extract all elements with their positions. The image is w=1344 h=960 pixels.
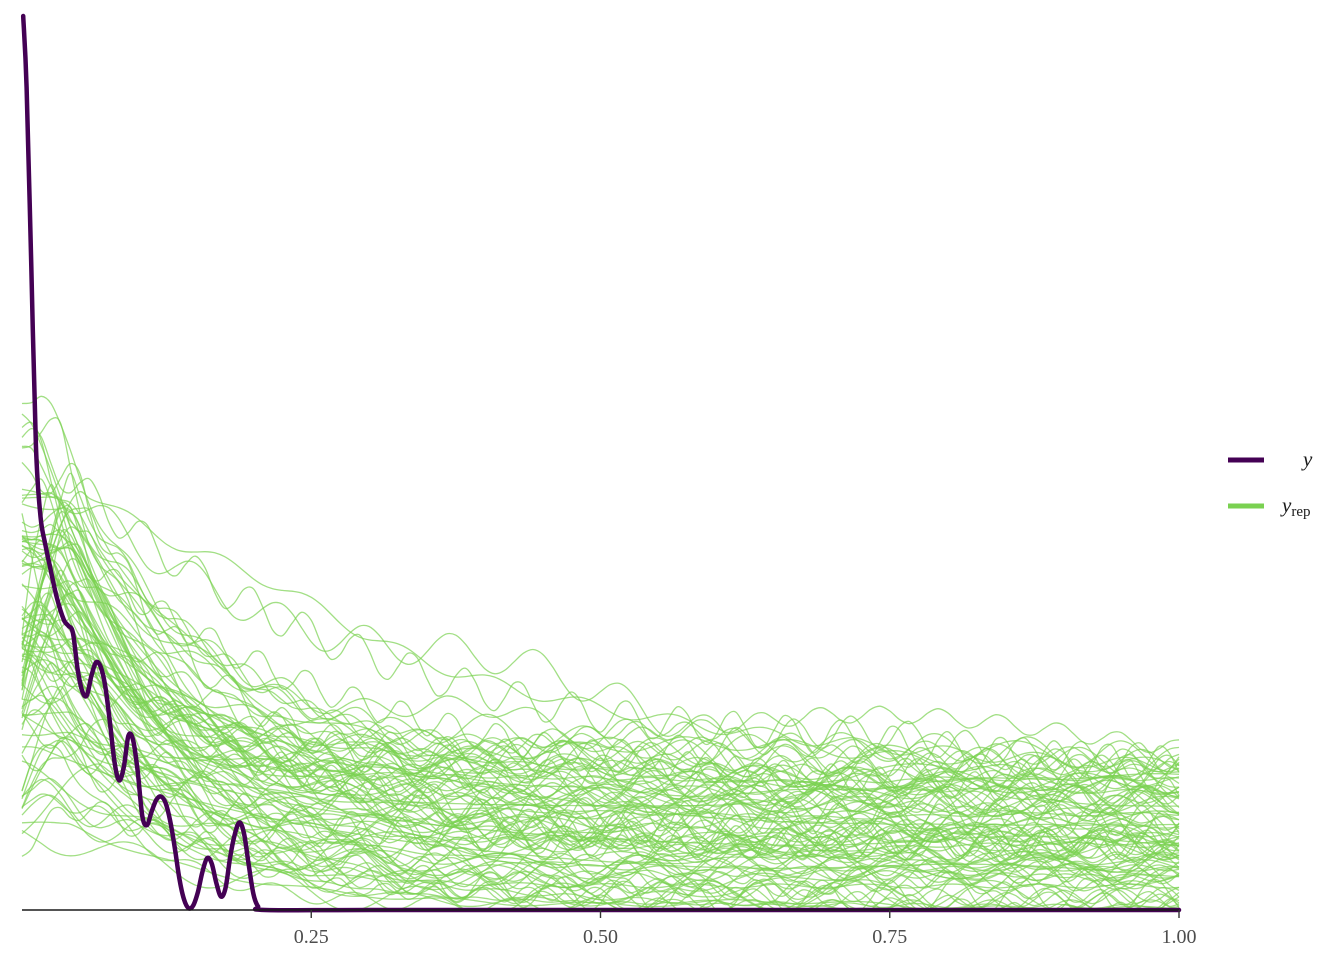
x-tick-label: 0.50 — [583, 926, 618, 948]
yrep-density-line — [21, 589, 1180, 807]
yrep-density-line — [21, 736, 1180, 847]
yrep-density-line — [21, 507, 1180, 908]
yrep-density-line — [21, 697, 1180, 911]
yrep-density-line — [21, 445, 1180, 798]
yrep-density-line — [21, 604, 1180, 771]
yrep-density-line — [21, 472, 1180, 805]
y-density-line — [20, 13, 1182, 913]
x-tick-label: 1.00 — [1162, 926, 1197, 948]
legend-y-label: y — [1301, 447, 1313, 471]
yrep-density-line — [21, 427, 1180, 781]
yrep-density-line — [21, 640, 1180, 889]
yrep-density-line — [21, 685, 1180, 908]
yrep-density-line — [21, 478, 1180, 775]
yrep-density-line — [21, 777, 1180, 877]
yrep-density-line — [21, 685, 1180, 829]
yrep-density-line — [21, 546, 1180, 873]
x-tick-label: 0.75 — [872, 926, 907, 948]
yrep-density-line — [21, 675, 1180, 908]
yrep-density-lines — [21, 395, 1180, 912]
yrep-density-line — [21, 739, 1180, 883]
yrep-density-line — [21, 540, 1180, 910]
yrep-density-line — [21, 637, 1180, 814]
yrep-density-line — [21, 533, 1180, 863]
yrep-density-line — [21, 395, 1180, 770]
yrep-density-line — [21, 617, 1180, 865]
yrep-density-line — [21, 655, 1180, 849]
yrep-density-line — [21, 526, 1180, 818]
yrep-density-line — [21, 711, 1180, 820]
yrep-density-line — [21, 634, 1180, 899]
yrep-density-line — [21, 490, 1180, 773]
yrep-density-line — [21, 618, 1180, 792]
yrep-density-line — [21, 778, 1180, 854]
legend-yrep-label: yrep — [1280, 493, 1310, 520]
yrep-density-line — [21, 523, 1180, 857]
yrep-density-line — [21, 718, 1180, 814]
yrep-density-line — [21, 613, 1180, 872]
yrep-density-line — [21, 603, 1180, 898]
yrep-density-line — [21, 417, 1180, 801]
yrep-density-line — [21, 558, 1180, 836]
yrep-density-line — [21, 679, 1180, 831]
yrep-density-line — [21, 513, 1180, 895]
yrep-density-line — [21, 507, 1180, 794]
yrep-density-line — [21, 580, 1179, 807]
yrep-density-line — [21, 545, 1180, 824]
yrep-density-line — [21, 760, 1180, 866]
yrep-density-line — [21, 794, 1180, 892]
x-axis-ticks: 0.25 0.50 0.75 1.00 — [294, 910, 1197, 948]
yrep-density-line — [21, 538, 1180, 814]
yrep-density-line — [21, 592, 1180, 867]
x-tick-label: 0.25 — [294, 926, 329, 948]
yrep-density-line — [21, 547, 1180, 796]
yrep-density-line — [21, 528, 1180, 806]
legend: y yrep — [1228, 447, 1313, 520]
